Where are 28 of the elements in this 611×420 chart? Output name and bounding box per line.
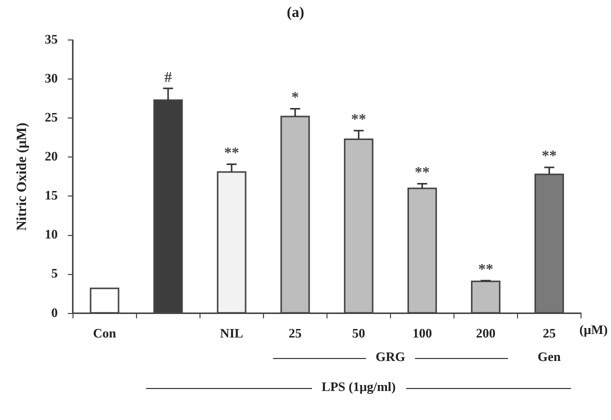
text: (μM) xyxy=(579,322,608,338)
x-tick-label: 100 xyxy=(412,326,432,341)
y-tick-label: 0 xyxy=(51,304,58,320)
y-tick-label: 25 xyxy=(44,109,58,124)
data-label: ** xyxy=(351,112,366,128)
x-tick-label: NIL xyxy=(220,326,244,341)
x-tick-label: 25 xyxy=(288,326,302,341)
x-tick-label: Con xyxy=(93,326,117,341)
y-tick-label: 30 xyxy=(44,70,58,86)
text: Gen xyxy=(538,349,561,366)
x-tick-label: 25 xyxy=(542,326,556,341)
text: LPS (1μg/ml) xyxy=(322,379,396,396)
data-label: ** xyxy=(478,262,494,278)
y-axis-title: Nitric Oxide (μM) xyxy=(15,122,30,231)
chart-title: (a) xyxy=(286,4,304,21)
y-tick-label: 15 xyxy=(44,188,58,203)
x-tick-label: 200 xyxy=(476,326,496,341)
x-tick-label: 50 xyxy=(352,326,366,341)
data-label: ** xyxy=(414,165,430,182)
data-label: # xyxy=(164,70,172,86)
data-label: ** xyxy=(224,146,240,162)
y-tick-label: 10 xyxy=(44,226,58,242)
y-tick-label: 20 xyxy=(44,148,58,164)
data-label: * xyxy=(291,90,299,106)
data-label: ** xyxy=(542,148,557,165)
y-tick-label: 35 xyxy=(44,31,58,46)
text: GRG xyxy=(376,349,406,366)
y-tick-label: 5 xyxy=(51,266,58,281)
